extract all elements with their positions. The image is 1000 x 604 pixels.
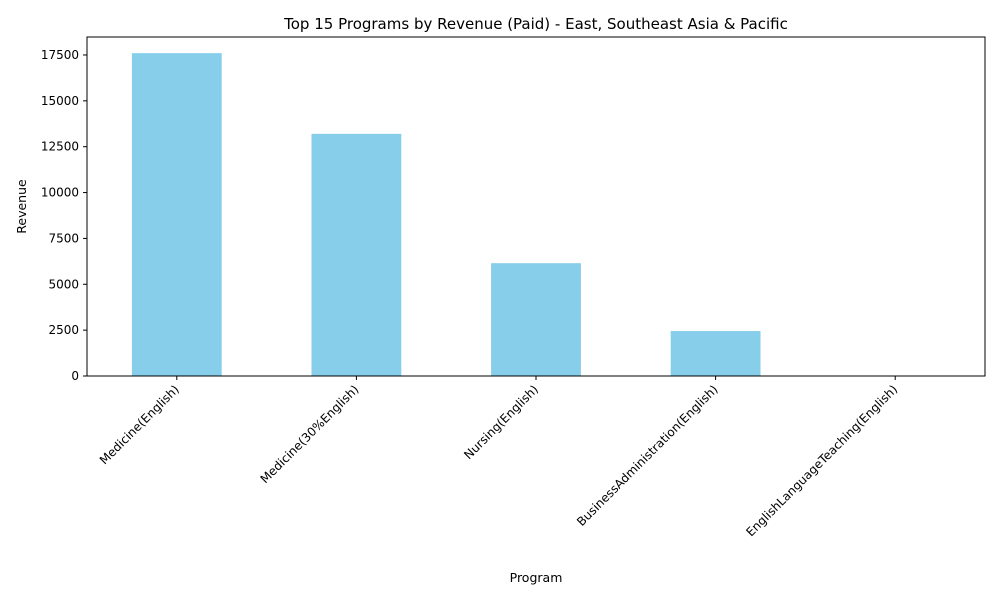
- x-tick-label: BusinessAdministration(English): [574, 382, 721, 529]
- bar: [311, 133, 402, 376]
- y-tick-label: 2500: [48, 323, 79, 337]
- x-tick-label: Medicine(English): [97, 382, 182, 467]
- y-tick-label: 7500: [48, 231, 79, 245]
- y-tick-label: 15000: [41, 94, 79, 108]
- chart-title: Top 15 Programs by Revenue (Paid) - East…: [283, 15, 788, 33]
- y-tick-label: 5000: [48, 277, 79, 291]
- bar: [670, 331, 761, 376]
- x-tick-label: Nursing(English): [461, 382, 541, 462]
- y-axis: 0 2500 5000 7500 10000 12500 15000 17500: [41, 48, 87, 383]
- x-axis: Medicine(English) Medicine(30%English) Nur…: [97, 376, 900, 539]
- x-axis-title: Program: [510, 570, 563, 585]
- y-tick-label: 12500: [41, 140, 79, 154]
- y-tick-label: 10000: [41, 186, 79, 200]
- bars-layer: [131, 53, 761, 377]
- x-tick-label: Medicine(30%English): [258, 382, 362, 486]
- bar: [131, 53, 222, 377]
- y-tick-label: 0: [71, 369, 79, 383]
- y-tick-label: 17500: [41, 48, 79, 62]
- bar: [491, 263, 581, 376]
- x-tick-label: EnglishLanguageTeaching(English): [743, 382, 900, 539]
- y-axis-title: Revenue: [14, 179, 29, 234]
